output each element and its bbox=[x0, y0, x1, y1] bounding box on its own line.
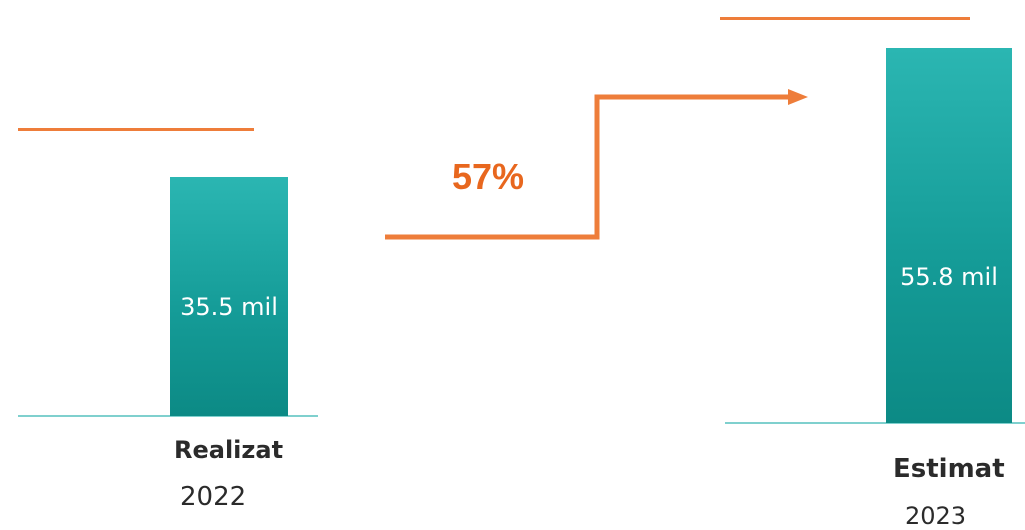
bar-realizat-2022: 35.5 mil bbox=[170, 177, 288, 416]
data-label-2023: 55.8 mil bbox=[900, 263, 998, 291]
year-label-2023: 2023 bbox=[905, 502, 967, 530]
data-label-2022: 35.5 mil bbox=[180, 292, 278, 321]
year-label-2022: 2022 bbox=[180, 482, 247, 512]
baseline-2023 bbox=[725, 422, 1025, 424]
growth-percentage: 57% bbox=[452, 156, 525, 197]
category-label-estimat: Estimat bbox=[893, 454, 1005, 484]
baseline-2022 bbox=[18, 415, 318, 417]
category-label-realizat: Realizat bbox=[174, 436, 284, 464]
reference-line-2023 bbox=[720, 17, 970, 20]
bar-estimat-2023: 55.8 mil bbox=[886, 48, 1012, 423]
reference-line-2022 bbox=[18, 128, 254, 131]
